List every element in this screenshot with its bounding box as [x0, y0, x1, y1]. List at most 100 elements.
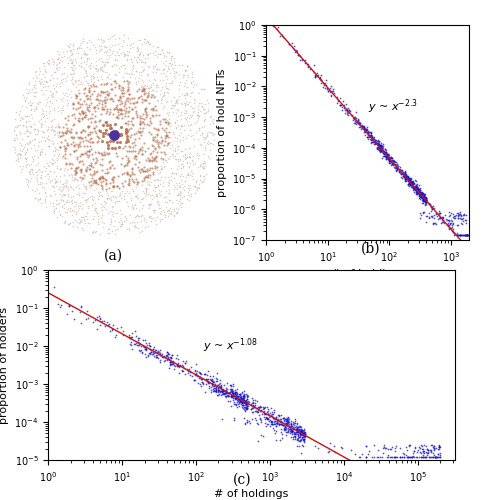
Point	[199, 105, 207, 113]
Point	[292, 424, 300, 432]
Point	[78, 174, 86, 182]
Point	[409, 452, 417, 460]
Point	[154, 200, 162, 208]
Point	[62, 181, 70, 189]
Point	[225, 397, 232, 405]
Point	[27, 144, 35, 152]
Point	[67, 92, 75, 100]
Point	[428, 212, 436, 220]
Point	[88, 118, 95, 126]
Point	[209, 130, 216, 138]
Point	[117, 49, 125, 57]
Point	[140, 86, 148, 94]
Point	[427, 441, 435, 449]
Point	[102, 204, 109, 212]
Point	[109, 183, 117, 191]
Point	[422, 197, 430, 205]
Point	[386, 150, 393, 158]
Point	[94, 188, 102, 196]
Point	[26, 80, 33, 88]
Point	[116, 184, 123, 192]
Point	[13, 151, 21, 159]
Point	[418, 453, 426, 461]
Point	[95, 117, 103, 125]
Point	[124, 202, 132, 210]
Point	[75, 114, 83, 122]
Point	[133, 114, 141, 122]
Point	[166, 360, 174, 368]
Point	[405, 178, 412, 186]
Point	[145, 341, 152, 349]
Point	[229, 392, 237, 400]
Point	[129, 114, 137, 122]
Point	[150, 154, 158, 162]
Point	[454, 214, 462, 222]
Point	[426, 453, 434, 461]
Point	[49, 202, 57, 210]
Point	[413, 184, 421, 192]
Point	[376, 148, 384, 156]
Point	[176, 195, 184, 203]
Point	[361, 130, 369, 138]
Point	[123, 136, 131, 143]
Point	[135, 55, 142, 63]
Point	[49, 60, 57, 68]
Point	[417, 193, 425, 201]
Point	[57, 196, 65, 203]
Point	[377, 148, 384, 156]
Point	[191, 160, 199, 168]
Point	[201, 144, 209, 152]
Point	[294, 434, 302, 442]
Point	[228, 388, 236, 396]
Point	[240, 396, 248, 404]
Point	[54, 48, 62, 56]
Point	[88, 192, 96, 200]
Point	[417, 192, 425, 200]
Point	[321, 78, 329, 86]
Point	[325, 86, 333, 94]
Point	[301, 56, 308, 64]
Point	[90, 78, 98, 86]
Point	[269, 420, 277, 428]
Point	[162, 79, 170, 87]
Point	[145, 157, 153, 165]
Point	[296, 428, 304, 436]
Point	[29, 85, 36, 93]
Point	[146, 212, 153, 220]
Point	[171, 147, 179, 155]
Point	[277, 418, 285, 426]
Point	[160, 76, 167, 84]
Point	[378, 146, 386, 154]
Point	[65, 126, 73, 134]
Point	[125, 90, 133, 98]
Point	[16, 162, 24, 170]
Point	[401, 168, 408, 175]
Point	[236, 396, 243, 404]
Point	[414, 188, 422, 196]
Point	[366, 128, 374, 136]
Point	[285, 421, 292, 429]
Point	[357, 122, 364, 130]
Point	[365, 132, 373, 140]
Point	[131, 74, 139, 82]
Point	[128, 70, 136, 78]
Point	[30, 92, 37, 100]
Point	[295, 428, 303, 436]
Point	[94, 134, 102, 141]
Point	[92, 61, 100, 69]
Point	[37, 86, 45, 94]
Point	[96, 174, 104, 182]
Point	[209, 140, 217, 147]
Point	[280, 416, 288, 424]
Point	[437, 210, 444, 218]
Point	[153, 66, 161, 74]
Point	[41, 59, 48, 67]
Point	[94, 90, 102, 98]
Point	[36, 194, 44, 202]
Point	[445, 224, 453, 232]
Point	[40, 76, 48, 84]
Point	[145, 349, 152, 357]
Point	[118, 42, 125, 50]
Point	[48, 54, 56, 62]
Point	[25, 112, 33, 120]
